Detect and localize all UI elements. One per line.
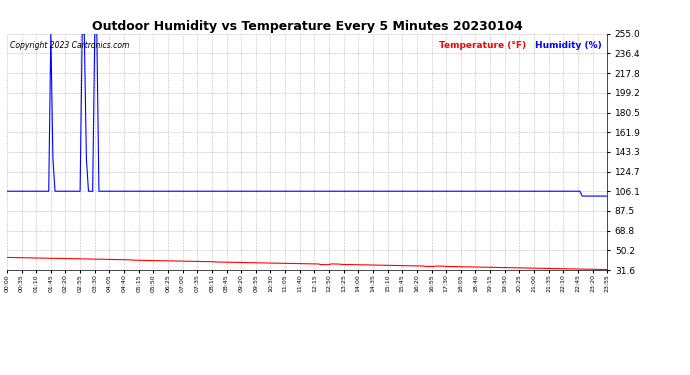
Text: Copyright 2023 Cartronics.com: Copyright 2023 Cartronics.com xyxy=(10,41,129,50)
Text: Temperature (°F): Temperature (°F) xyxy=(439,41,526,50)
Title: Outdoor Humidity vs Temperature Every 5 Minutes 20230104: Outdoor Humidity vs Temperature Every 5 … xyxy=(92,20,522,33)
Text: Humidity (%): Humidity (%) xyxy=(535,41,602,50)
